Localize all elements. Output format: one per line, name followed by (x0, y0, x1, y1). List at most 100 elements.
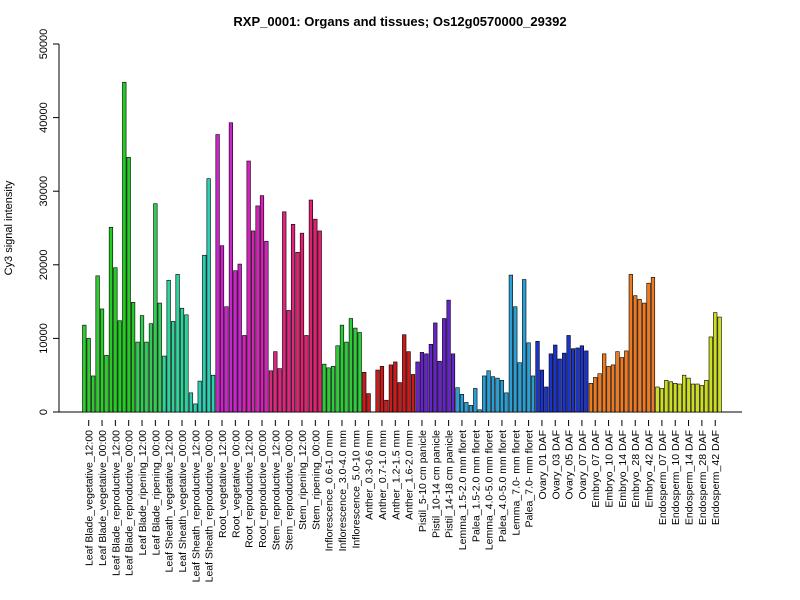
bar (646, 282, 651, 413)
bar (473, 388, 478, 413)
bar (353, 327, 358, 413)
bar (499, 380, 505, 413)
bar (526, 342, 531, 413)
bar (246, 160, 251, 413)
bar (464, 402, 469, 413)
bar (184, 314, 189, 413)
x-tick-label: Anther_1.2-1.5 mm (390, 430, 402, 520)
bar (393, 361, 398, 413)
bar (206, 178, 211, 413)
bar (673, 382, 678, 413)
bar (593, 377, 598, 413)
bar (135, 341, 140, 413)
bar (637, 299, 642, 413)
bar (99, 308, 105, 413)
bar (82, 324, 87, 413)
bar (602, 353, 607, 413)
bar (277, 368, 282, 413)
bar (606, 366, 611, 413)
x-tick-label: Endosperm_14 DAF (684, 430, 696, 525)
bar (202, 254, 207, 413)
x-tick-label: Embryo_28 DAF (630, 430, 642, 508)
bar (677, 383, 682, 413)
x-tick-label: Endosperm_10 DAF (670, 430, 682, 525)
bar (695, 383, 700, 413)
bar (375, 369, 380, 413)
bar (686, 377, 691, 413)
x-tick-label: Palea_7.0- mm floret (524, 430, 536, 528)
bar (553, 344, 558, 413)
y-tick-label: 0 (38, 409, 50, 415)
bar (304, 335, 309, 413)
bar (264, 240, 269, 413)
bar (130, 302, 136, 413)
bar (397, 382, 402, 413)
bar (175, 274, 180, 413)
bar (517, 362, 522, 413)
bar (442, 318, 447, 413)
bar (437, 360, 442, 413)
bar (259, 195, 265, 413)
x-tick-label: Endosperm_42 DAF (710, 430, 722, 525)
bar (148, 323, 154, 413)
bar (419, 352, 425, 413)
x-tick-label: Leaf Blade_ripening_12:00 (137, 430, 149, 556)
x-tick-label: Leaf Sheath_reproductive_00:00 (204, 430, 216, 583)
bar (295, 251, 300, 413)
chart-title: RXP_0001: Organs and tissues; Os12g05700… (233, 14, 566, 29)
bar (335, 345, 340, 413)
x-tick-label: Pistil_10-14 cm panicle (430, 430, 442, 538)
bar (179, 307, 185, 413)
bar (597, 373, 602, 413)
x-tick-label: Leaf Sheath_vegetative_12:00 (164, 430, 176, 573)
bar (308, 199, 314, 413)
bar (566, 335, 571, 413)
bar (628, 274, 633, 413)
bar (495, 377, 500, 413)
x-tick-label: Leaf Blade_vegetative_12:00 (84, 430, 96, 566)
x-tick-label: Anther_0.7-1.0 mm (377, 430, 389, 520)
bar (317, 230, 322, 413)
bar (91, 375, 96, 413)
bar (330, 366, 336, 413)
bar (108, 226, 114, 413)
bar (144, 341, 149, 413)
bar (708, 336, 713, 413)
bar (584, 350, 589, 413)
bar (362, 371, 367, 413)
bar (139, 315, 145, 413)
x-tick-label: Leaf Blade_reproductive_12:00 (110, 430, 122, 576)
bar (535, 341, 540, 413)
bar (562, 352, 567, 413)
bar (282, 211, 287, 413)
bar (544, 386, 549, 413)
bar (570, 348, 576, 413)
bar (388, 364, 393, 413)
y-axis-label: Cy3 signal intensity (3, 180, 15, 275)
x-tick-label: Anther_1.6-2.0 mm (404, 430, 416, 520)
x-tick-label: Palea_4.0-5.0 mm floret (497, 430, 509, 542)
bar (104, 355, 109, 413)
x-tick-label: Inflorescence_0.6-1.0 mm (324, 430, 336, 552)
x-tick-label: Root_reproductive_12:00 (244, 430, 256, 548)
bar (242, 335, 247, 413)
x-tick-label: Lemma_1.5-2.0 mm floret (457, 430, 469, 550)
bar (713, 312, 718, 413)
x-tick-label: Leaf Sheath_reproductive_12:00 (190, 430, 202, 583)
bar (339, 324, 345, 413)
bar (659, 388, 664, 413)
bar (233, 270, 238, 413)
x-tick-label: Stem_reproductive_00:00 (284, 430, 296, 550)
x-tick-label: Lemma_4.0-5.0 mm floret (484, 430, 496, 550)
bar (357, 332, 362, 413)
x-tick-label: Anther_0.3-0.6 mm (364, 430, 376, 520)
bar (557, 358, 562, 413)
bar (477, 409, 482, 413)
bar (490, 376, 496, 413)
bar (197, 380, 202, 413)
x-tick-label: Stem_reproductive_12:00 (270, 430, 282, 550)
bar (504, 392, 509, 413)
bar (668, 381, 673, 413)
